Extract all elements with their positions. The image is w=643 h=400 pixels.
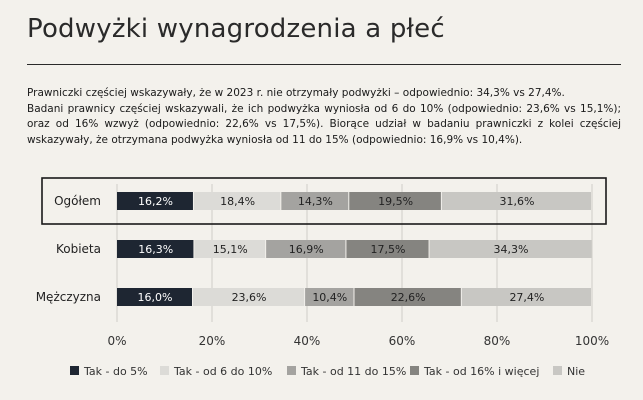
legend-label: Tak - od 6 do 10% [173, 365, 272, 378]
bar-segment-4 [349, 192, 441, 210]
category-label: Ogółem [54, 194, 101, 208]
bar-segment-1 [117, 240, 194, 258]
bar-data-label: 18,4% [220, 195, 255, 208]
bar-segment-2 [194, 240, 266, 258]
bar-data-label: 16,2% [138, 195, 173, 208]
bar-segment-3 [305, 288, 354, 306]
category-label: Mężczyzna [36, 290, 101, 304]
bar-segment-1 [117, 288, 192, 306]
description-paragraph-1: Prawniczki częściej wskazywały, że w 202… [27, 87, 565, 99]
bar-data-label: 15,1% [213, 243, 248, 256]
bar-data-label: 16,9% [289, 243, 324, 256]
legend-label: Tak - od 11 do 15% [300, 365, 406, 378]
description-paragraph-2: Badani prawnicy częściej wskazywali, że … [27, 102, 621, 146]
bar-data-label: 34,3% [494, 243, 529, 256]
bar-data-label: 19,5% [378, 195, 413, 208]
bar-data-label: 23,6% [232, 291, 267, 304]
x-tick-label: 0% [107, 334, 126, 348]
bar-segment-2 [193, 288, 305, 306]
legend-swatch [410, 366, 419, 375]
legend-label: Tak - od 16% i więcej [423, 365, 539, 378]
x-tick-label: 20% [199, 334, 226, 348]
legend-label: Nie [567, 365, 585, 378]
highlight-frame [41, 177, 607, 225]
x-tick-label: 80% [484, 334, 511, 348]
bar-data-label: 16,0% [138, 291, 173, 304]
title-divider [27, 64, 621, 65]
bar-segment-1 [117, 192, 193, 210]
legend-swatch [70, 366, 79, 375]
bar-data-label: 16,3% [138, 243, 173, 256]
legend-swatch [287, 366, 296, 375]
bar-data-label: 17,5% [371, 243, 406, 256]
bar-data-label: 10,4% [312, 291, 347, 304]
bar-segment-5 [429, 240, 592, 258]
x-tick-label: 40% [294, 334, 321, 348]
bar-data-label: 22,6% [391, 291, 426, 304]
x-tick-label: 60% [389, 334, 416, 348]
x-tick-label: 100% [575, 334, 609, 348]
bar-segment-5 [441, 192, 591, 210]
bar-segment-3 [266, 240, 346, 258]
bar-data-label: 14,3% [298, 195, 333, 208]
bar-segment-5 [461, 288, 591, 306]
bar-segment-4 [346, 240, 429, 258]
legend-label: Tak - do 5% [83, 365, 148, 378]
bar-data-label: 27,4% [509, 291, 544, 304]
bar-data-label: 31,6% [499, 195, 534, 208]
legend-swatch [553, 366, 562, 375]
description: Prawniczki częściej wskazywały, że w 202… [27, 86, 621, 148]
category-label: Kobieta [56, 242, 101, 256]
legend-swatch [160, 366, 169, 375]
bar-segment-2 [193, 192, 281, 210]
bar-segment-3 [281, 192, 349, 210]
page-title: Podwyżki wynagrodzenia a płeć [27, 14, 445, 44]
bar-segment-4 [354, 288, 461, 306]
